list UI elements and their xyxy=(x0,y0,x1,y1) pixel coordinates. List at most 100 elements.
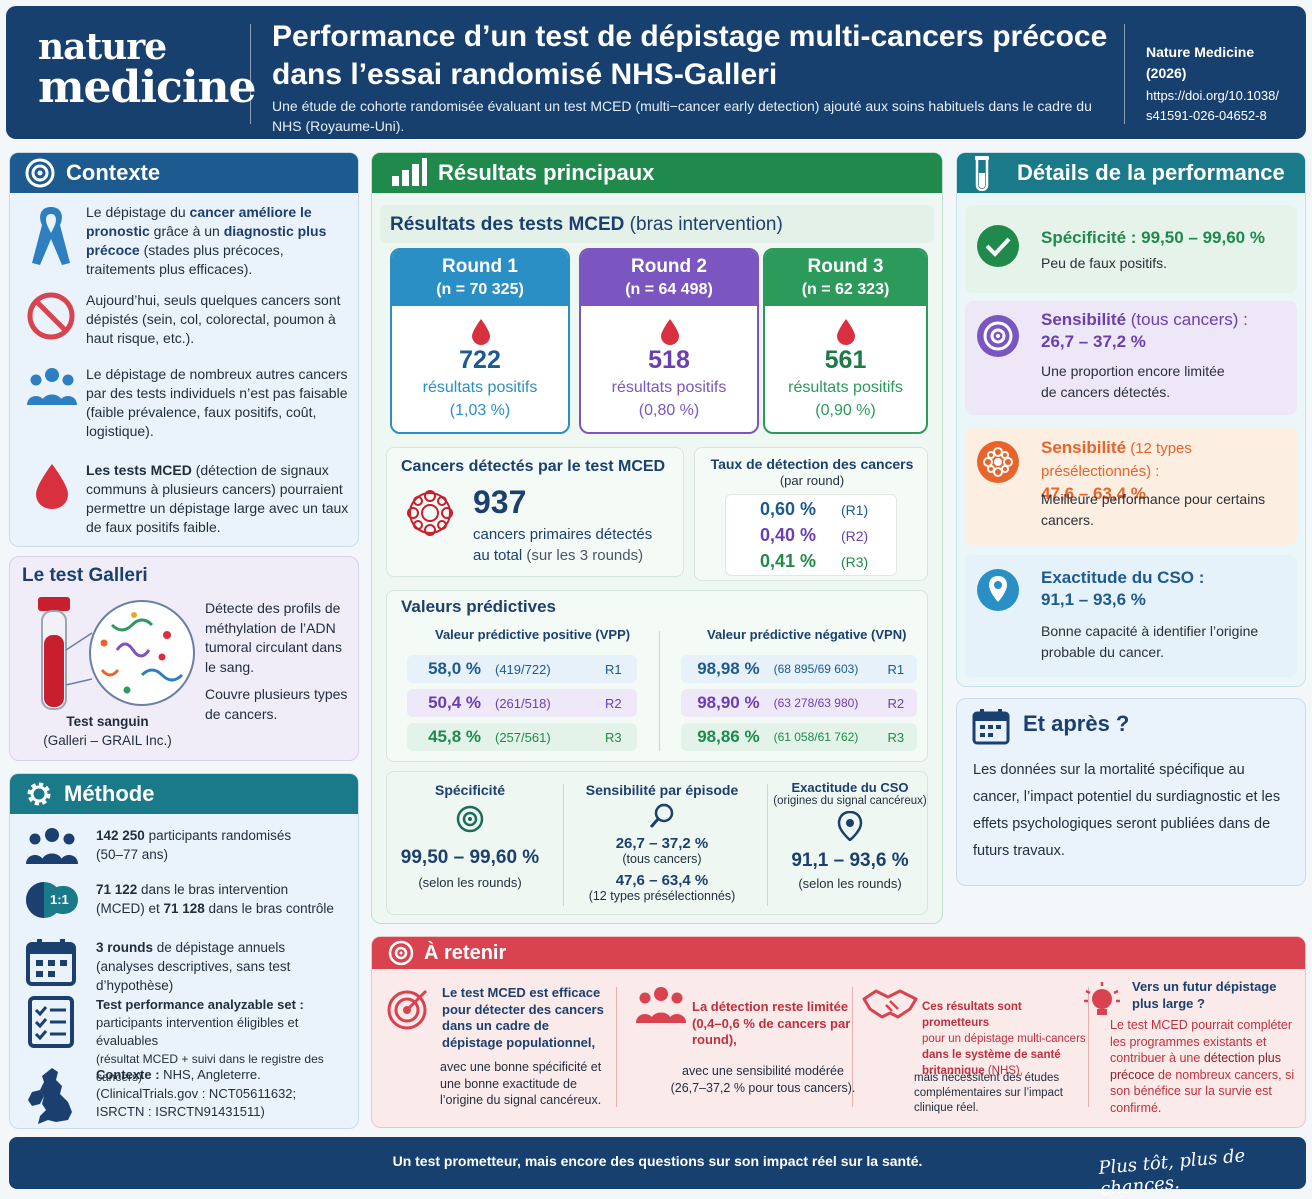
gear-icon xyxy=(27,782,51,806)
round-1-header: Round 1 (n = 70 325) xyxy=(392,250,568,306)
performance-header: Détails de la performance xyxy=(957,153,1305,193)
checkmark-icon xyxy=(977,225,1019,267)
header-divider xyxy=(250,24,251,124)
method-header: Méthode xyxy=(10,774,358,814)
next-steps-title: Et après ? xyxy=(1023,711,1130,736)
context-item-prognosis: Le dépistage du cancer améliore le prono… xyxy=(20,203,350,283)
galleri-title: Le test Galleri xyxy=(22,565,148,586)
header-divider-right xyxy=(1124,24,1125,124)
page-title: Performance d’un test de dépistage multi… xyxy=(272,20,1108,91)
takeaway-2: La détection reste limitée (0,4–0,6 % de… xyxy=(630,979,856,1124)
takeaway-divider xyxy=(616,987,617,1107)
ppv-row-r3: 45,8 % (257/561) R3 xyxy=(407,723,637,751)
perf-card-cso: Exactitude du CSO :91,1 – 93,6 % Bonne c… xyxy=(965,555,1297,677)
calendar-icon xyxy=(972,709,1010,745)
perf-card-sensitivity-all: Sensibilité (tous cancers) :26,7 – 37,2 … xyxy=(965,301,1297,415)
takeaway-divider xyxy=(852,987,853,1107)
ppv-row-r1: 58,0 % (419/722) R1 xyxy=(407,655,637,683)
page-subtitle: Une étude de cohorte randomisée évaluant… xyxy=(272,98,1092,134)
blood-tube-illustration xyxy=(38,597,195,710)
cso-note: (selon les rounds) xyxy=(798,876,902,891)
detection-rate-title: Taux de détection des cancers xyxy=(710,456,914,472)
pv-divider xyxy=(659,631,660,751)
participants-icon xyxy=(26,828,78,864)
journal-year: (2026) xyxy=(1146,65,1187,81)
calendar-icon xyxy=(26,939,76,986)
location-pin-icon xyxy=(977,569,1019,611)
cso-title: Exactitude du CSO xyxy=(791,780,909,795)
rate-r1-round: (R1) xyxy=(841,502,869,518)
context-panel: Contexte Le dépistage du cancer améliore… xyxy=(9,152,359,547)
context-header: Contexte xyxy=(10,153,358,193)
rate-r3-value: 0,41 % xyxy=(760,551,817,571)
galleri-description-2: Couvre plusieurs types de cancers. xyxy=(205,686,348,722)
perf-specificity-desc: Peu de faux positifs. xyxy=(1041,255,1168,271)
specificity-note: (selon les rounds) xyxy=(418,875,522,890)
specificity-value: 99,50 – 99,60 % xyxy=(400,847,540,868)
footer-text: Un test prometteur, mais encore des ques… xyxy=(392,1153,923,1169)
cancer-cell-icon xyxy=(407,490,453,536)
performance-details-panel: Détails de la performance Spécificité : … xyxy=(956,152,1306,687)
people-group-icon xyxy=(27,368,77,405)
takeaway-2-bold: La détection reste limitée (0,4–0,6 % de… xyxy=(692,999,851,1047)
galleri-caption-title: Test sanguin xyxy=(66,714,149,729)
test-tube-icon xyxy=(975,156,989,191)
perf-card-specificity: Spécificité : 99,50 – 99,60 % Peu de fau… xyxy=(965,205,1297,293)
key-takeaways-panel: À retenir Le test MCED est efficace pour… xyxy=(371,936,1306,1128)
metric-divider-1 xyxy=(563,784,564,906)
galleri-caption-sub: (Galleri – GRAIL Inc.) xyxy=(43,733,172,748)
doi-line2[interactable]: s41591-026-04652-8 xyxy=(1146,108,1267,123)
npv-title: Valeur prédictive négative (VPN) xyxy=(707,627,907,642)
method-item-analysis-set: Test performance analyzable set : partici… xyxy=(20,996,358,1084)
takeaway-1-bold: Le test MCED est efficace pour détecter … xyxy=(442,985,604,1050)
footer-slogan: Plus tôt, plus de chances. xyxy=(1097,1145,1247,1199)
detection-rate-box: Taux de détection des cancers (par round… xyxy=(694,447,928,581)
cso-value: 91,1 – 93,6 % xyxy=(791,850,909,871)
context-text-1: Le dépistage du cancer améliore le prono… xyxy=(86,204,327,277)
journal-logo-line1: nature xyxy=(38,26,167,68)
method-item-rounds: 3 rounds de dépistage annuels (analyses d… xyxy=(20,938,358,993)
round-3-label: résultats positifs (0,90 %) xyxy=(788,379,903,419)
doi-link[interactable]: https://doi.org/10.1038/ s41591-026-0465… xyxy=(1146,86,1279,126)
target-icon xyxy=(977,315,1019,357)
takeaway-3-text: Ces résultats sont prometteurs pour un dé… xyxy=(922,1001,1086,1077)
journal-logo-line2: medicine xyxy=(38,62,257,113)
footer-banner: Un test prometteur, mais encore des ques… xyxy=(9,1137,1306,1199)
perf-card-sensitivity-12: Sensibilité (12 types présélectionnés) :… xyxy=(965,427,1297,545)
randomization-icon xyxy=(26,882,78,918)
perf-sensitivity-12-desc: Meilleure performance pour certains cance… xyxy=(1041,491,1266,528)
method-item-participants: 142 250 participants randomisés (50–77 an… xyxy=(20,826,358,870)
npv-row-r1: 98,98 % (68 895/69 603) R1 xyxy=(681,655,917,683)
target-icon xyxy=(388,940,414,966)
cancers-detected-value: 937 xyxy=(473,484,527,520)
blood-drop-icon xyxy=(661,319,679,345)
round-1-positives: 722 xyxy=(459,346,501,374)
rate-r2-round: (R2) xyxy=(841,528,869,544)
metric-divider-2 xyxy=(767,784,768,906)
method-text-5: Contexte : NHS, Angleterre. (ClinicalTria… xyxy=(96,1067,297,1119)
cso-subtitle: (origines du signal cancéreux) xyxy=(773,795,927,807)
sensitivity-value-all: 26,7 – 37,2 % xyxy=(615,835,709,852)
doi-line1[interactable]: https://doi.org/10.1038/ xyxy=(1146,88,1279,103)
perf-sensitivity-12-heading: Sensibilité (12 types présélectionnés) :… xyxy=(1041,438,1192,503)
uk-map-icon xyxy=(28,1068,72,1124)
method-text-2: 71 122 dans le bras intervention (MCED) e… xyxy=(96,882,334,916)
journal-name: Nature Medicine xyxy=(1146,44,1255,60)
results-panel: Résultats principaux Résultats des tests… xyxy=(371,152,943,924)
rate-r3-round: (R3) xyxy=(841,554,869,570)
detection-rate-list: 0,60 % (R1) 0,40 % (R2) 0,41 % (R3) xyxy=(725,494,897,576)
detection-rate-subtitle: (par round) xyxy=(779,473,845,488)
ribbon-icon xyxy=(32,207,70,265)
takeaway-1-text: avec une bonne spécificité et une bonne … xyxy=(440,1060,602,1107)
context-item-mced: Les tests MCED (détection de signaux com… xyxy=(20,461,350,543)
next-steps-panel: Et après ? Les données sur la mortalité … xyxy=(956,698,1306,886)
method-text-1: 142 250 participants randomisés (50–77 an… xyxy=(96,828,292,862)
round-2-label: résultats positifs (0,80 %) xyxy=(611,379,727,419)
specificity-title: Spécificité xyxy=(434,782,506,798)
rate-r2-value: 0,40 % xyxy=(760,525,817,545)
galleri-caption: Test sanguin (Galleri – GRAIL Inc.) xyxy=(30,712,185,750)
cso-metric: Exactitude du CSO (origines du signal ca… xyxy=(771,780,929,891)
blood-drop-icon xyxy=(472,319,490,345)
context-item-limited: Aujourd’hui, seuls quelques cancers sont… xyxy=(20,291,350,371)
cancers-detected-label: cancers primaires détectés au total (sur … xyxy=(473,526,653,564)
